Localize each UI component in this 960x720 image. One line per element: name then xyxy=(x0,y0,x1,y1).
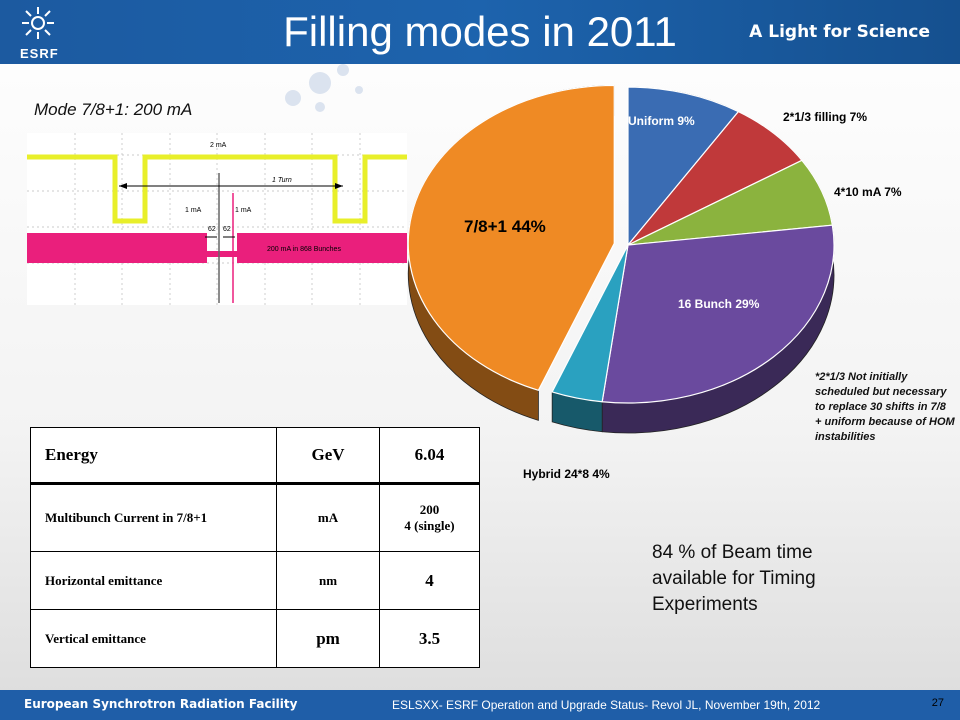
top-current-label: 2 mA xyxy=(210,142,227,149)
footer-info: ESLSXX- ESRF Operation and Upgrade Statu… xyxy=(392,698,821,712)
pie-slice-label: Uniform 9% xyxy=(628,114,695,128)
table-cell: mA xyxy=(276,483,380,552)
table-cell: Energy xyxy=(30,427,277,484)
sun-icon xyxy=(22,7,54,39)
tagline: A Light for Science xyxy=(749,22,930,42)
right-current-label: 1 mA xyxy=(235,207,252,214)
table-cell: pm xyxy=(276,609,380,668)
table-cell: nm xyxy=(276,551,380,610)
table-cell: Multibunch Current in 7/8+1 xyxy=(30,483,277,552)
esrf-logo: ESRF xyxy=(20,6,59,61)
turn-label: 1 Turn xyxy=(272,177,292,184)
pie-slice xyxy=(407,84,615,392)
gap-right-label: 62 xyxy=(223,226,231,233)
left-current-label: 1 mA xyxy=(185,207,202,214)
bunches-label: 200 mA in 868 Bunches xyxy=(267,246,341,253)
footer-org: European Synchrotron Radiation Facility xyxy=(24,697,298,711)
pie-slice xyxy=(627,86,740,247)
pie-slice xyxy=(551,244,629,403)
logo-text: ESRF xyxy=(20,46,59,61)
mode-label: Mode 7/8+1: 200 mA xyxy=(34,100,193,119)
header-bar: ESRF Filling modes in 2011 A Light for S… xyxy=(0,0,960,64)
table-cell: 4 xyxy=(379,551,480,610)
table-cell: GeV xyxy=(276,427,380,484)
table-cell: 3.5 xyxy=(379,609,480,668)
table-cell: 200 4 (single) xyxy=(379,483,480,552)
table-row: Energy GeV 6.04 xyxy=(30,427,480,484)
pie-slice xyxy=(601,224,835,404)
footnote: *2*1/3 Not initially scheduled but neces… xyxy=(815,371,955,443)
footer-bar: European Synchrotron Radiation Facility … xyxy=(0,690,960,720)
parameter-table: Energy GeV 6.04 Multibunch Current in 7/… xyxy=(30,427,480,668)
table-row: Vertical emittance pm 3.5 xyxy=(30,609,480,668)
oscilloscope-trace: 1 Turn 2 mA 1 mA 1 mA 62 62 200 mA in 86… xyxy=(27,133,407,305)
pie-slice-label: 4*10 mA 7% xyxy=(834,185,902,199)
table-cell: 6.04 xyxy=(379,427,480,484)
pie-slice-label: 16 Bunch 29% xyxy=(678,297,760,311)
table-cell: Horizontal emittance xyxy=(30,551,277,610)
pie-slice-label: 7/8+1 44% xyxy=(464,217,546,236)
page-title: Filling modes in 2011 xyxy=(283,8,677,55)
table-row: Horizontal emittance nm 4 xyxy=(30,551,480,610)
page-number: 27 xyxy=(931,697,944,709)
table-row: Multibunch Current in 7/8+1 mA 200 4 (si… xyxy=(30,483,480,552)
table-cell-text: Multibunch Current in 7/8+1 xyxy=(45,510,208,525)
table-cell: Vertical emittance xyxy=(30,609,277,668)
pie-slice-label: Hybrid 24*8 4% xyxy=(523,467,610,481)
pie-slice-label: 2*1/3 filling 7% xyxy=(783,110,867,124)
summary-text: 84 % of Beam time available for Timing E… xyxy=(652,542,816,615)
gap-left-label: 62 xyxy=(208,226,216,233)
